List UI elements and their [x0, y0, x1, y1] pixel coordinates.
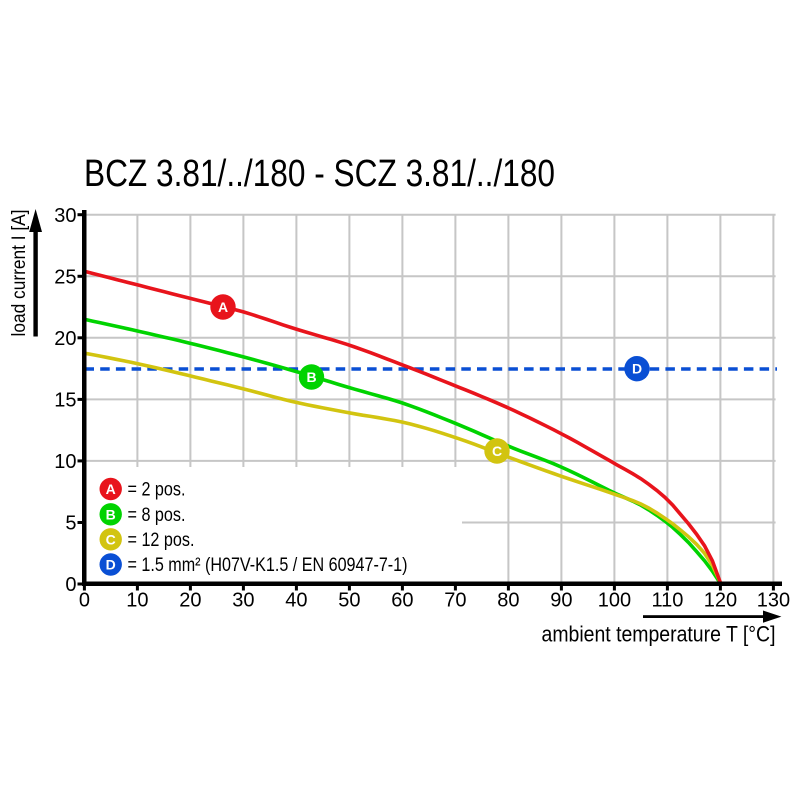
svg-text:20: 20: [54, 328, 76, 350]
svg-text:100: 100: [598, 590, 631, 612]
svg-text:120: 120: [704, 590, 737, 612]
svg-text:= 8 pos.: = 8 pos.: [128, 505, 186, 526]
svg-text:ambient temperature T [°C]: ambient temperature T [°C]: [542, 622, 776, 647]
svg-text:10: 10: [54, 451, 76, 473]
svg-text:110: 110: [651, 590, 683, 612]
svg-text:0: 0: [79, 590, 90, 612]
svg-text:C: C: [492, 443, 502, 459]
svg-text:25: 25: [54, 266, 76, 288]
svg-text:load current I [A]: load current I [A]: [9, 210, 30, 337]
svg-text:D: D: [106, 557, 116, 573]
svg-text:40: 40: [285, 590, 307, 612]
svg-text:70: 70: [444, 590, 466, 612]
svg-text:30: 30: [232, 590, 254, 612]
svg-text:BCZ 3.81/../180 - SCZ 3.81/../: BCZ 3.81/../180 - SCZ 3.81/../180: [84, 153, 555, 195]
svg-text:10: 10: [126, 590, 148, 612]
svg-text:0: 0: [65, 574, 76, 596]
svg-text:B: B: [306, 369, 316, 385]
svg-text:D: D: [632, 361, 642, 377]
svg-text:A: A: [106, 481, 116, 497]
svg-text:B: B: [106, 506, 116, 522]
svg-text:= 2 pos.: = 2 pos.: [128, 480, 186, 501]
svg-text:A: A: [218, 299, 228, 315]
svg-text:C: C: [106, 531, 116, 547]
svg-text:50: 50: [338, 590, 360, 612]
svg-text:90: 90: [550, 590, 572, 612]
svg-text:15: 15: [54, 390, 76, 412]
svg-text:20: 20: [179, 590, 201, 612]
svg-text:80: 80: [497, 590, 519, 612]
svg-text:130: 130: [757, 590, 790, 612]
svg-text:30: 30: [54, 205, 76, 227]
svg-text:= 1.5 mm² (H07V-K1.5 / EN 6094: = 1.5 mm² (H07V-K1.5 / EN 60947-7-1): [128, 555, 408, 576]
svg-text:60: 60: [391, 590, 413, 612]
svg-text:= 12 pos.: = 12 pos.: [128, 530, 195, 551]
svg-text:5: 5: [65, 513, 76, 535]
